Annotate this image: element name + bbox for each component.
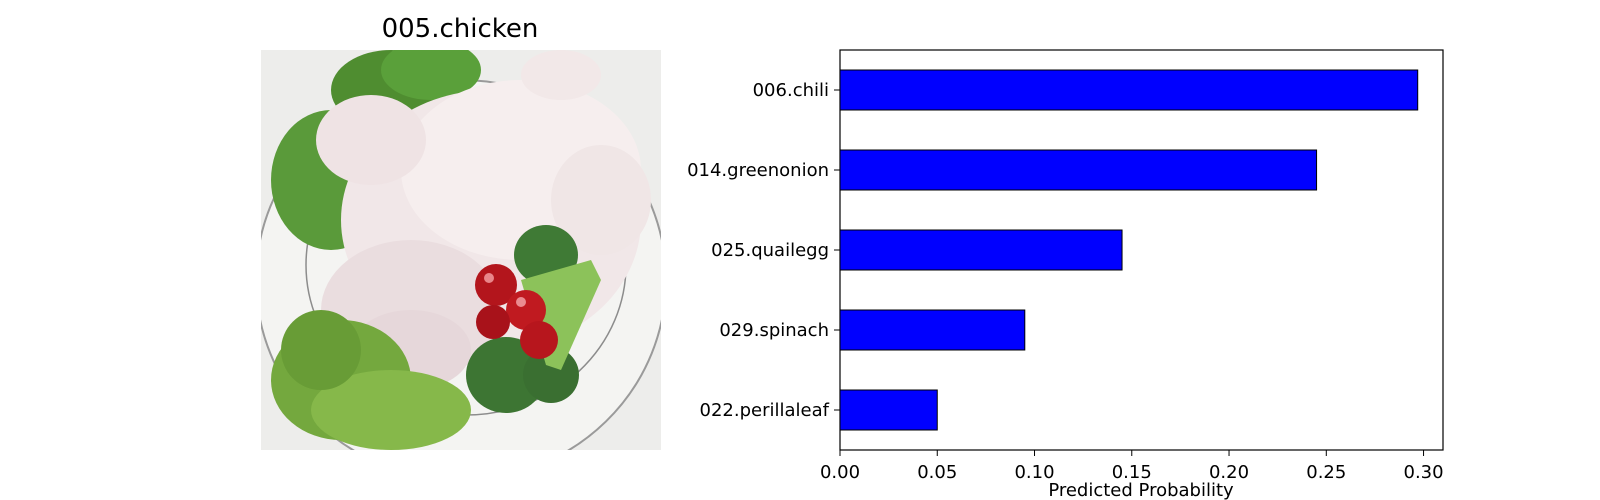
- x-tick-label: 0.25: [1306, 462, 1346, 483]
- x-tick-label: 0.10: [1014, 462, 1054, 483]
- x-tick-label: 0.15: [1112, 462, 1152, 483]
- x-tick-label: 0.30: [1404, 462, 1444, 483]
- x-tick-label: 0.00: [820, 462, 860, 483]
- image-title: 005.chicken: [381, 14, 539, 44]
- x-tick-label: 0.05: [917, 462, 957, 483]
- y-tick-label: 022.perillaleaf: [700, 400, 830, 421]
- bar-029.spinach: [839, 309, 1026, 351]
- food-photo: [261, 50, 661, 450]
- bar-014.greenonion: [839, 149, 1318, 191]
- x-tick-label: 0.20: [1209, 462, 1249, 483]
- y-tick-label: 006.chili: [753, 80, 829, 101]
- bar-022.perillaleaf: [839, 389, 938, 431]
- y-tick-label: 029.spinach: [719, 320, 829, 341]
- chicken-photo-icon: [261, 50, 661, 450]
- bar-025.quailegg: [839, 229, 1123, 271]
- bars: [839, 69, 1419, 431]
- y-axis: 006.chili 014.greenonion 025.quailegg 029.s…: [687, 80, 840, 421]
- y-tick-label: 014.greenonion: [687, 160, 829, 181]
- y-tick-label: 025.quailegg: [711, 240, 829, 261]
- x-axis-label: Predicted Probability: [1048, 480, 1234, 500]
- bar-006.chili: [839, 69, 1419, 111]
- x-axis: 0.00 0.05 0.10 0.15 0.20 0.25 0.30: [820, 450, 1444, 483]
